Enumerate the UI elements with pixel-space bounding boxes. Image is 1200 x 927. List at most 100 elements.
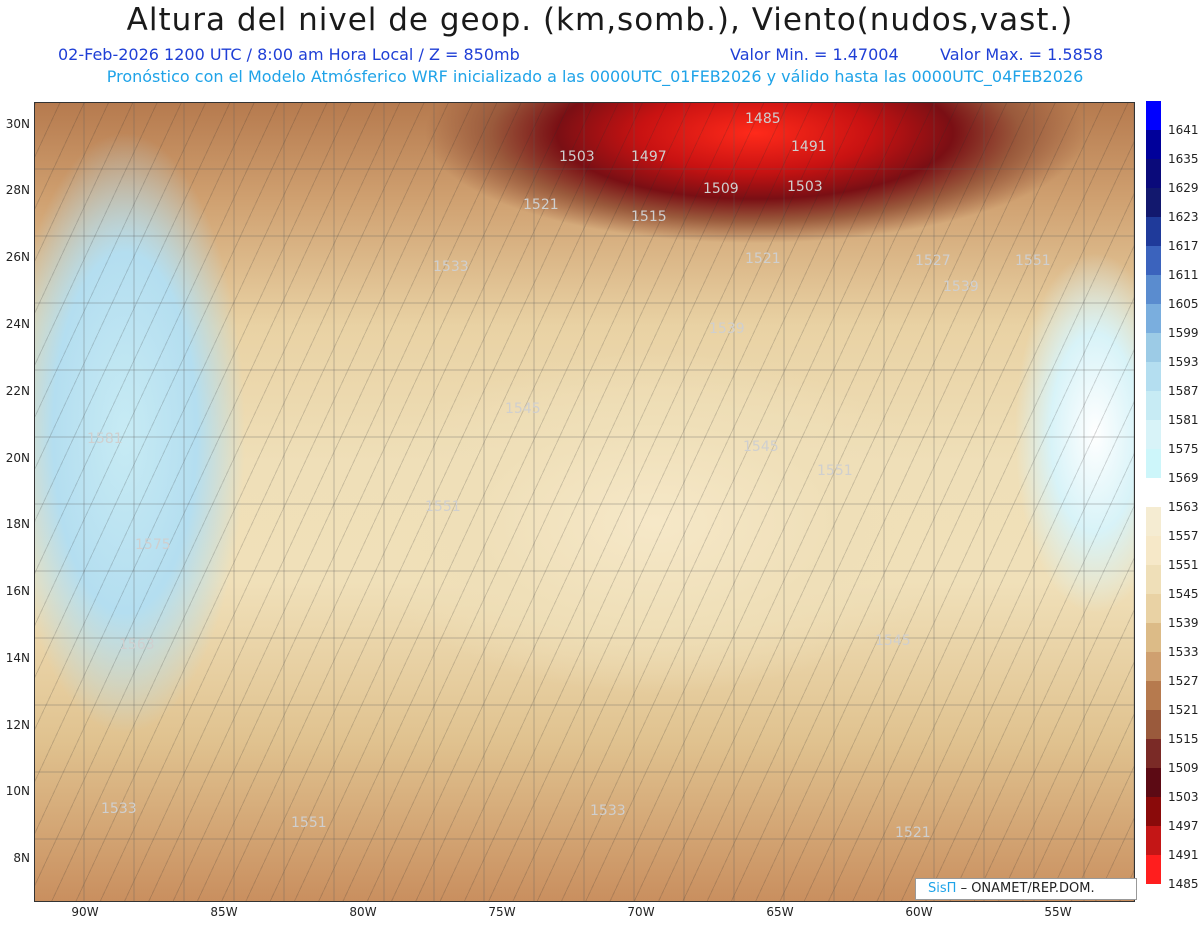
lon-tick: 75W xyxy=(488,905,516,919)
colorbar-label: 1629 xyxy=(1168,181,1199,195)
lat-tick: 20N xyxy=(5,451,30,465)
colorbar-cell xyxy=(1146,536,1161,565)
colorbar-cell xyxy=(1146,565,1161,594)
contour-label: 1545 xyxy=(875,633,911,649)
colorbar-label: 1563 xyxy=(1168,500,1199,514)
lat-lon-grid xyxy=(35,103,1134,901)
colorbar-cell xyxy=(1146,101,1161,130)
max-value: Valor Max. = 1.5858 xyxy=(940,45,1104,64)
colorbar-label: 1593 xyxy=(1168,355,1199,369)
colorbar-cell xyxy=(1146,478,1161,507)
lat-tick: 8N xyxy=(13,851,30,865)
lon-tick: 80W xyxy=(349,905,377,919)
contour-label: 1533 xyxy=(101,801,137,817)
colorbar-label: 1515 xyxy=(1168,732,1199,746)
colorbar-cell xyxy=(1146,768,1161,797)
colorbar-label: 1581 xyxy=(1168,413,1199,427)
colorbar-label: 1635 xyxy=(1168,152,1199,166)
contour-label: 1575 xyxy=(135,537,171,553)
credit-brand: SisΠ xyxy=(928,881,957,896)
lon-tick: 85W xyxy=(210,905,238,919)
lat-tick: 14N xyxy=(5,651,30,665)
lon-tick: 55W xyxy=(1044,905,1072,919)
colorbar-label: 1641 xyxy=(1168,123,1199,137)
colorbar-label: 1557 xyxy=(1168,529,1199,543)
colorbar-label: 1587 xyxy=(1168,384,1199,398)
colorbar-cell xyxy=(1146,188,1161,217)
contour-label: 1527 xyxy=(915,253,951,269)
colorbar-cell xyxy=(1146,739,1161,768)
lat-tick: 10N xyxy=(5,784,30,798)
contour-label: 1521 xyxy=(745,251,781,267)
credit-box: SisΠ – ONAMET/REP.DOM. xyxy=(915,878,1137,900)
colorbar-label: 1527 xyxy=(1168,674,1199,688)
colorbar-cell xyxy=(1146,246,1161,275)
colorbar-label: 1569 xyxy=(1168,471,1199,485)
colorbar-cell xyxy=(1146,855,1161,884)
colorbar-label: 1575 xyxy=(1168,442,1199,456)
colorbar-cell xyxy=(1146,652,1161,681)
contour-label: 1551 xyxy=(817,463,853,479)
colorbar-label: 1533 xyxy=(1168,645,1199,659)
contour-label: 1485 xyxy=(745,111,781,127)
contour-label: 1497 xyxy=(631,149,667,165)
colorbar-label: 1521 xyxy=(1168,703,1199,717)
geopotential-map: 1485 1491 1497 1503 1503 1509 1515 1521 … xyxy=(34,102,1135,902)
colorbar-label: 1539 xyxy=(1168,616,1199,630)
forecast-line: Pronóstico con el Modelo Atmósferico WRF… xyxy=(106,67,1084,86)
colorbar-label: 1485 xyxy=(1168,877,1199,891)
colorbar-label: 1509 xyxy=(1168,761,1199,775)
geopotential-shading xyxy=(35,103,1134,901)
lat-tick: 16N xyxy=(5,584,30,598)
colorbar-cell xyxy=(1146,449,1161,478)
contour-label: 1491 xyxy=(791,139,827,155)
colorbar-cell xyxy=(1146,130,1161,159)
colorbar-cell xyxy=(1146,217,1161,246)
colorbar-label: 1623 xyxy=(1168,210,1199,224)
colorbar-cell xyxy=(1146,623,1161,652)
colorbar-cell xyxy=(1146,275,1161,304)
colorbar-cell xyxy=(1146,594,1161,623)
wind-barbs xyxy=(35,103,1134,901)
lon-tick: 60W xyxy=(905,905,933,919)
colorbar-label: 1491 xyxy=(1168,848,1199,862)
lat-tick: 18N xyxy=(5,517,30,531)
lat-tick: 24N xyxy=(5,317,30,331)
colorbar-cell xyxy=(1146,304,1161,333)
lat-tick: 12N xyxy=(5,718,30,732)
colorbar-cell xyxy=(1146,420,1161,449)
lon-tick: 70W xyxy=(627,905,655,919)
colorbar-cell xyxy=(1146,333,1161,362)
colorbar-label: 1497 xyxy=(1168,819,1199,833)
map-title: Altura del nivel de geop. (km,somb.), Vi… xyxy=(126,2,1074,38)
colorbar-label: 1617 xyxy=(1168,239,1199,253)
colorbar-cell xyxy=(1146,710,1161,739)
lat-tick: 22N xyxy=(5,384,30,398)
colorbar-cell xyxy=(1146,362,1161,391)
lon-tick: 65W xyxy=(766,905,794,919)
colorbar-label: 1599 xyxy=(1168,326,1199,340)
colorbar-label: 1545 xyxy=(1168,587,1199,601)
colorbar-cell xyxy=(1146,391,1161,420)
contour-label: 1509 xyxy=(703,181,739,197)
lat-tick: 30N xyxy=(5,117,30,131)
contour-label: 1545 xyxy=(743,439,779,455)
contour-label: 1581 xyxy=(87,431,123,447)
credit-org: – ONAMET/REP.DOM. xyxy=(960,881,1095,896)
contour-label: 1503 xyxy=(559,149,595,165)
contour-label: 1551 xyxy=(1015,253,1051,269)
colorbar-label: 1551 xyxy=(1168,558,1199,572)
contour-label: 1521 xyxy=(523,197,559,213)
contour-label: 1521 xyxy=(895,825,931,841)
colorbar-label: 1611 xyxy=(1168,268,1199,282)
contour-label: 1551 xyxy=(425,499,461,515)
contour-label: 1551 xyxy=(291,815,327,831)
contour-label: 1539 xyxy=(709,321,745,337)
contour-label: 1515 xyxy=(631,209,667,225)
contour-label: 1563 xyxy=(119,637,155,653)
colorbar-cell xyxy=(1146,507,1161,536)
lat-tick: 28N xyxy=(5,183,30,197)
contour-label: 1533 xyxy=(590,803,626,819)
colorbar-cell xyxy=(1146,797,1161,826)
lon-tick: 90W xyxy=(71,905,99,919)
